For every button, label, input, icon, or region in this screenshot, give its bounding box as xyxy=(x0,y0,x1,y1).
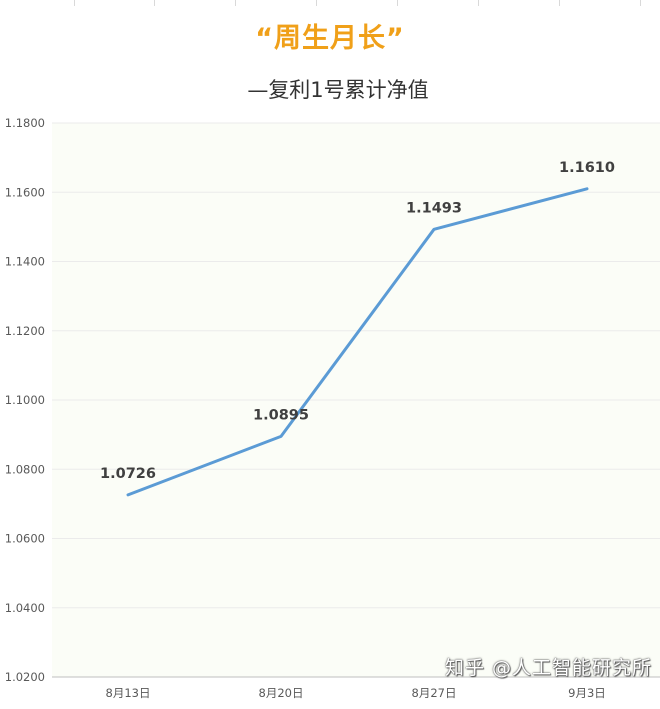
y-tick-label: 1.0200 xyxy=(5,670,45,684)
y-tick-label: 1.1800 xyxy=(5,116,45,130)
x-tick-label: 9月3日 xyxy=(568,686,606,700)
y-axis-ticks: 1.0200 1.0400 1.0600 1.0800 1.1000 1.1200 1.14… xyxy=(5,116,45,684)
gridlines xyxy=(52,122,660,678)
y-tick-label: 1.0800 xyxy=(5,462,45,476)
data-label: 1.1493 xyxy=(406,200,462,216)
data-label: 1.0895 xyxy=(253,407,309,423)
watermark: 知乎 @人工智能研究所 xyxy=(444,657,652,679)
x-tick-label: 8月20日 xyxy=(259,686,304,700)
y-tick-label: 1.0600 xyxy=(5,532,45,546)
y-tick-label: 1.0400 xyxy=(5,601,45,615)
top-border-ticks xyxy=(0,0,660,6)
data-labels: 1.0726 1.0895 1.1493 1.1610 xyxy=(100,160,615,482)
x-tick-label: 8月13日 xyxy=(106,686,151,700)
chart-subtitle: —复利1号累计净值 xyxy=(247,78,429,102)
y-tick-label: 1.1600 xyxy=(5,185,45,199)
y-tick-label: 1.1200 xyxy=(5,324,45,338)
series-line xyxy=(126,187,589,497)
data-label: 1.0726 xyxy=(100,466,156,482)
y-tick-label: 1.1000 xyxy=(5,393,45,407)
x-tick-label: 8月27日 xyxy=(412,686,457,700)
chart-title: “周生月长” xyxy=(255,23,405,54)
x-axis-ticks: 8月13日 8月20日 8月27日 9月3日 xyxy=(106,686,606,700)
y-tick-label: 1.1400 xyxy=(5,255,45,269)
data-label: 1.1610 xyxy=(559,160,615,176)
